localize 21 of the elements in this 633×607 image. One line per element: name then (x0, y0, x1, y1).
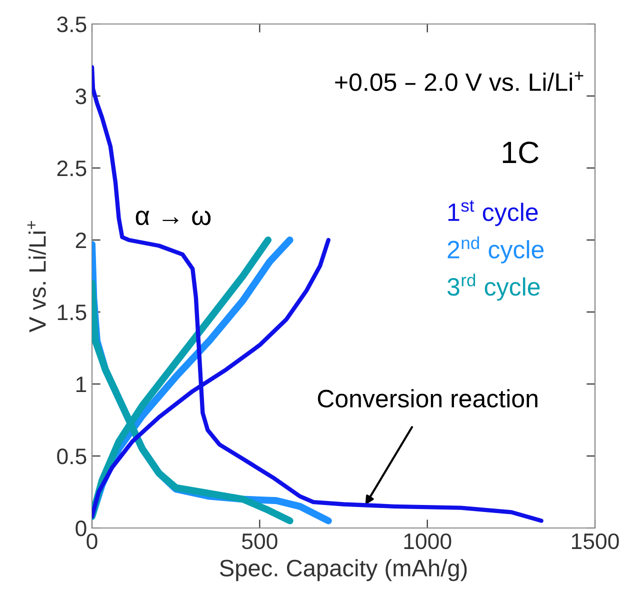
y-tick-label: 1.5 (58, 304, 86, 320)
annotation: +0.05 – 2.0 V vs. Li/Li$^{+}$ (335, 71, 584, 92)
x-tick-label: 500 (242, 533, 278, 550)
text: 1$^{st}$ cycle (448, 200, 538, 226)
y-tick-label: 2.5 (57, 160, 86, 176)
y-tick-label: 0 (76, 520, 86, 536)
x-axis-title: Spec. Capacity (mAh/g) (220, 559, 467, 582)
text: 3$^{rd}$ cycle (447, 274, 540, 301)
x-tick-label: 0 (86, 533, 98, 550)
y-tick-label: 0.5 (57, 448, 86, 464)
y-axis-title: V vs. Li/Li$^{+}$ (27, 221, 46, 332)
y-tick-label: 3 (76, 88, 86, 104)
x-tick-label: 1500 (572, 533, 619, 550)
y-tick-label: 2 (76, 232, 86, 248)
annotation: Conversion reaction (318, 389, 538, 408)
text: 2$^{nd}$ cycle (448, 236, 544, 264)
x-tick-label: 1000 (404, 533, 452, 550)
annotation: 1C (502, 142, 539, 164)
annotation: α → ω (136, 210, 211, 226)
y-tick-label: 3.5 (57, 16, 86, 32)
y-tick-label: 1 (76, 376, 86, 392)
